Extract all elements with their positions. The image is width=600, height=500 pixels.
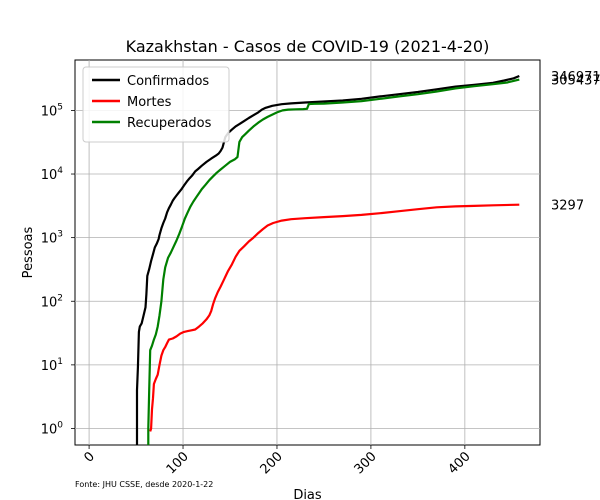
series-line-confirmados: [135, 74, 520, 445]
y-tick-label: 105: [41, 102, 63, 119]
end-label-confirmados: 346971: [551, 70, 600, 85]
x-tick-label: 200: [258, 449, 286, 477]
y-tick-label: 104: [41, 166, 64, 183]
chart-title: Kazakhstan - Casos de COVID-19 (2021-4-2…: [126, 37, 490, 56]
end-label-mortes: 3297: [551, 199, 584, 214]
grid-layer: [75, 60, 540, 445]
y-tick-layer: 100 101 102 103 104 105: [41, 102, 75, 437]
x-tick-label: 0: [81, 449, 97, 465]
x-tick-layer: 0 100 200 300 400: [81, 445, 474, 477]
x-tick-label: 100: [164, 449, 192, 477]
series-line-mortes: [149, 203, 520, 432]
y-axis-title: Pessoas: [21, 226, 36, 278]
legend-label-mortes: Mortes: [127, 95, 172, 110]
y-tick-label: 101: [41, 357, 63, 374]
plot-area: [74, 59, 541, 446]
legend-label-recuperados: Recuperados: [127, 116, 212, 131]
y-tick-label: 103: [41, 230, 63, 247]
end-label-recuperados: 305437: [551, 74, 600, 89]
x-tick-label: 300: [352, 449, 380, 477]
series-layer: [135, 74, 520, 445]
legend: Confirmados Mortes Recuperados: [82, 66, 230, 143]
source-note: Fonte: JHU CSSE, desde 2020-1-22: [75, 480, 213, 489]
end-label-layer: 346971 3297 305437: [551, 70, 600, 214]
y-tick-label: 100: [41, 420, 64, 437]
legend-label-confirmados: Confirmados: [127, 74, 209, 89]
series-line-recuperados: [147, 78, 520, 445]
x-tick-label: 400: [446, 449, 474, 477]
y-tick-label: 102: [41, 293, 63, 310]
x-axis-title: Dias: [293, 488, 322, 500]
